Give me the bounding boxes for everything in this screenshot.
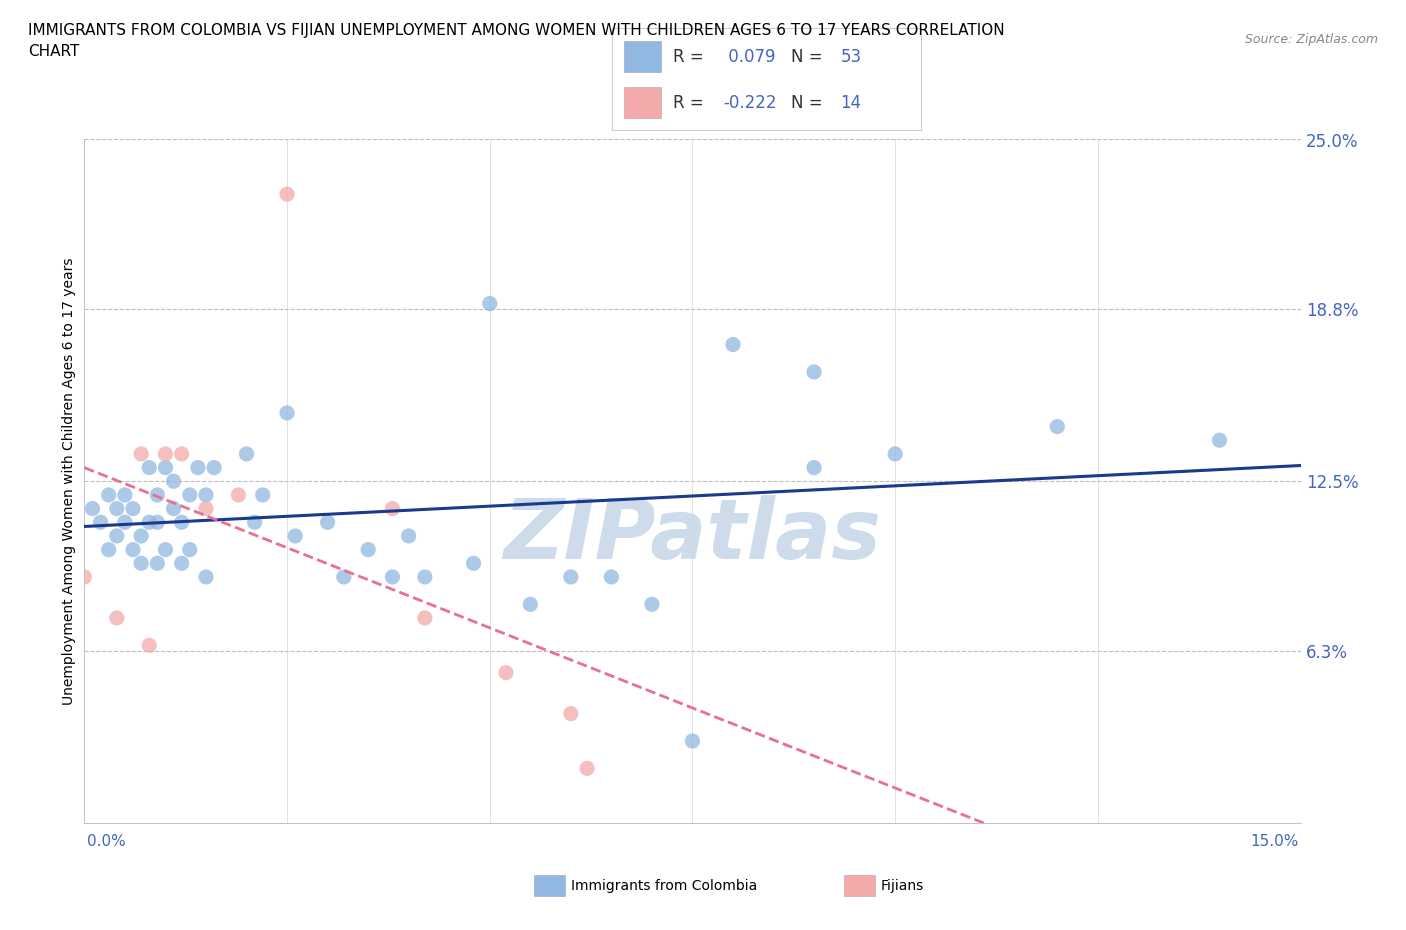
Point bbox=[129, 556, 152, 571]
Point bbox=[316, 515, 339, 530]
Point bbox=[146, 487, 169, 502]
Text: R =: R = bbox=[673, 94, 710, 112]
Text: CHART: CHART bbox=[28, 44, 80, 59]
Point bbox=[576, 761, 599, 776]
Point bbox=[276, 187, 298, 202]
Point bbox=[333, 569, 356, 584]
Point bbox=[398, 528, 420, 543]
Text: -0.222: -0.222 bbox=[723, 94, 776, 112]
Point bbox=[195, 501, 218, 516]
Point bbox=[138, 460, 160, 475]
Text: ZIPatlas: ZIPatlas bbox=[503, 496, 882, 577]
Point bbox=[105, 611, 128, 626]
Point bbox=[357, 542, 380, 557]
Text: Immigrants from Colombia: Immigrants from Colombia bbox=[571, 879, 756, 894]
Point bbox=[114, 487, 136, 502]
Text: 14: 14 bbox=[841, 94, 862, 112]
Point bbox=[519, 597, 541, 612]
Text: Source: ZipAtlas.com: Source: ZipAtlas.com bbox=[1244, 33, 1378, 46]
Text: 0.0%: 0.0% bbox=[87, 834, 127, 849]
Point bbox=[560, 706, 582, 721]
Text: R =: R = bbox=[673, 47, 710, 65]
Point bbox=[179, 487, 201, 502]
Point bbox=[803, 365, 825, 379]
Point bbox=[463, 556, 485, 571]
Point bbox=[97, 487, 120, 502]
Point bbox=[129, 446, 152, 461]
Point bbox=[600, 569, 623, 584]
Text: N =: N = bbox=[792, 94, 828, 112]
Text: 15.0%: 15.0% bbox=[1251, 834, 1299, 849]
Point bbox=[138, 515, 160, 530]
Point bbox=[202, 460, 225, 475]
Point bbox=[155, 460, 177, 475]
Point bbox=[122, 501, 145, 516]
Point bbox=[122, 542, 145, 557]
Point bbox=[90, 515, 112, 530]
Point bbox=[478, 296, 501, 311]
Point bbox=[105, 528, 128, 543]
Point bbox=[235, 446, 257, 461]
Point bbox=[641, 597, 664, 612]
Point bbox=[170, 446, 193, 461]
Point bbox=[179, 542, 201, 557]
Point bbox=[138, 638, 160, 653]
Point bbox=[146, 515, 169, 530]
Point bbox=[276, 405, 298, 420]
Point bbox=[682, 734, 704, 749]
Point bbox=[1046, 419, 1069, 434]
Point bbox=[884, 446, 907, 461]
Text: IMMIGRANTS FROM COLOMBIA VS FIJIAN UNEMPLOYMENT AMONG WOMEN WITH CHILDREN AGES 6: IMMIGRANTS FROM COLOMBIA VS FIJIAN UNEMP… bbox=[28, 23, 1005, 38]
Point bbox=[1208, 432, 1230, 447]
Point bbox=[413, 569, 436, 584]
Point bbox=[146, 556, 169, 571]
Point bbox=[413, 611, 436, 626]
Point bbox=[170, 556, 193, 571]
Point bbox=[105, 501, 128, 516]
Point bbox=[129, 528, 152, 543]
Point bbox=[114, 515, 136, 530]
Point bbox=[195, 487, 218, 502]
Point bbox=[155, 446, 177, 461]
Text: 0.079: 0.079 bbox=[723, 47, 776, 65]
Text: Fijians: Fijians bbox=[880, 879, 924, 894]
Point bbox=[162, 501, 184, 516]
Point bbox=[187, 460, 209, 475]
Point bbox=[195, 569, 218, 584]
Y-axis label: Unemployment Among Women with Children Ages 6 to 17 years: Unemployment Among Women with Children A… bbox=[62, 258, 76, 705]
Text: N =: N = bbox=[792, 47, 828, 65]
FancyBboxPatch shape bbox=[624, 41, 661, 72]
Point bbox=[721, 338, 744, 352]
Point bbox=[162, 474, 184, 489]
Point bbox=[97, 542, 120, 557]
Point bbox=[560, 569, 582, 584]
Point bbox=[170, 515, 193, 530]
Point bbox=[381, 501, 404, 516]
Point bbox=[228, 487, 250, 502]
Text: 53: 53 bbox=[841, 47, 862, 65]
Point bbox=[252, 487, 274, 502]
Point bbox=[73, 569, 96, 584]
Point bbox=[381, 569, 404, 584]
Point bbox=[82, 501, 104, 516]
Point bbox=[495, 665, 517, 680]
FancyBboxPatch shape bbox=[624, 87, 661, 118]
Point bbox=[243, 515, 266, 530]
Point bbox=[155, 542, 177, 557]
Point bbox=[284, 528, 307, 543]
Point bbox=[803, 460, 825, 475]
